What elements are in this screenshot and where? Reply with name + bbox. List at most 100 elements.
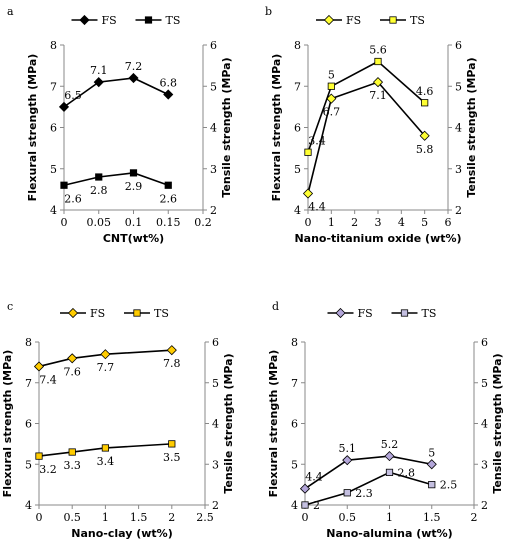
legend-marker-fs [323, 14, 335, 26]
x-axis-label: CNT(wt%) [103, 232, 164, 245]
data-point-ts [95, 173, 103, 181]
series-fs: 4.4 5.1 5.2 5 [299, 438, 437, 494]
y-tick-label: 8 [50, 39, 57, 52]
data-point-ts [301, 501, 309, 509]
y2-tick-label: 5 [455, 80, 462, 93]
x-tick-label: 0.05 [87, 216, 112, 229]
y2-tick-label: 2 [210, 204, 217, 217]
panel-b: b 4 5 6 7 8 2 3 4 5 6 0 1 2 3 4 5 6 Nano-titanium oxide (w… [265, 5, 478, 245]
series-ts: 3.2 3.3 3.4 3.5 [35, 440, 181, 476]
series-ts: 3.4 5 5.6 4.6 [304, 44, 433, 156]
y-axis-label: Flexural strength (MPa) [26, 54, 39, 202]
y2-tick-label: 5 [212, 377, 219, 390]
data-point-fs [67, 353, 78, 364]
x-tick-label: 0.2 [194, 216, 212, 229]
data-label-fs: 7.1 [369, 89, 387, 102]
legend-label-fs: FS [90, 307, 105, 320]
data-point-ts [168, 440, 176, 448]
data-label-ts: 3.4 [97, 455, 115, 468]
data-label-ts: 3.3 [63, 459, 81, 472]
x-tick-label: 1 [386, 511, 393, 524]
x-tick-label: 0.1 [125, 216, 143, 229]
data-label-fs: 6.8 [160, 77, 178, 90]
data-point-ts [421, 99, 429, 107]
data-point-fs [93, 77, 104, 88]
data-label-fs: 7.8 [163, 357, 181, 370]
data-label-fs: 6.5 [64, 89, 82, 102]
data-point-fs [166, 345, 177, 356]
series-line-ts [307, 60, 426, 153]
data-label-fs: 7.7 [97, 361, 115, 374]
data-label-ts: 2.3 [355, 487, 373, 500]
y2-axis-label: Tensile strength (MPa) [222, 353, 235, 493]
x-tick-label: 0.5 [63, 511, 81, 524]
y2-tick-label: 3 [455, 163, 462, 176]
data-point-ts [129, 169, 138, 177]
panel-d: d 4 5 6 7 8 2 3 4 5 6 0 0.5 1 1.5 2 Nano-alumina (wt%) Fl… [267, 300, 504, 540]
data-label-ts: 2.6 [64, 192, 82, 205]
y-tick-label: 4 [294, 204, 301, 217]
series-line-fs [38, 349, 172, 368]
legend-marker-ts [144, 16, 153, 24]
y-axis-label: Flexural strength (MPa) [267, 350, 280, 498]
legend-label-fs: FS [346, 14, 361, 27]
data-point-fs [384, 451, 395, 462]
data-label-ts: 2.5 [440, 479, 458, 492]
x-tick-label: 0.5 [339, 511, 357, 524]
series-fs: 7.4 7.6 7.7 7.8 [33, 345, 181, 386]
data-label-ts: 2.6 [160, 192, 178, 205]
data-point-fs [342, 455, 353, 466]
data-label-ts: 5.6 [369, 44, 387, 57]
y2-tick-label: 4 [455, 122, 462, 135]
legend: FS TS [327, 307, 436, 320]
legend-label-ts: TS [154, 307, 169, 320]
series-ts: 2.6 2.8 2.9 2.6 [60, 169, 178, 205]
y-tick-label: 8 [294, 39, 301, 52]
data-point-ts [68, 448, 76, 456]
series-line-ts [304, 471, 432, 506]
x-tick-label: 6 [445, 216, 452, 229]
y2-tick-label: 2 [455, 204, 462, 217]
data-label-fs: 7.6 [63, 365, 81, 378]
data-point-fs [426, 459, 437, 470]
data-point-ts [101, 444, 109, 452]
x-tick-label: 1 [102, 511, 109, 524]
series-line-fs [307, 81, 426, 194]
legend-marker-fs [335, 307, 346, 319]
y2-tick-label: 5 [210, 80, 217, 93]
x-tick-label: 2 [351, 216, 358, 229]
data-label-fs: 7.2 [125, 60, 143, 73]
data-point-ts [164, 181, 172, 189]
panel-a: a 4 5 6 7 8 2 3 4 5 6 0 0.05 0.1 0.15 0.2 CNT(wt%) Flexur… [7, 5, 233, 245]
legend-marker-fs [79, 14, 90, 26]
data-label-fs: 5 [428, 446, 435, 459]
series-line-ts [38, 443, 172, 457]
y-tick-label: 4 [25, 499, 32, 512]
y-tick-label: 5 [50, 163, 57, 176]
data-point-fs [302, 188, 314, 199]
data-point-fs [299, 483, 311, 494]
y2-tick-label: 2 [212, 499, 219, 512]
legend: FS TS [60, 307, 169, 320]
series-line-ts [63, 172, 169, 187]
y2-tick-label: 4 [481, 418, 488, 431]
panel-letter: b [265, 5, 272, 18]
data-point-ts [385, 468, 394, 477]
series-fs: 6.5 7.1 7.2 6.8 [58, 60, 178, 112]
y-tick-label: 5 [291, 458, 298, 471]
y-axis-label: Flexural strength (MPa) [270, 54, 283, 202]
x-tick-label: 1 [328, 216, 335, 229]
data-label-fs: 5.8 [416, 143, 434, 156]
data-point-ts [327, 82, 335, 90]
y2-tick-label: 6 [210, 39, 217, 52]
data-label-fs: 7.4 [39, 373, 57, 386]
x-tick-label: 3 [375, 216, 382, 229]
data-label-ts: 2.9 [125, 180, 143, 193]
data-point-fs [100, 349, 111, 360]
series-fs: 4.4 6.7 7.1 5.8 [302, 77, 434, 214]
y-tick-label: 7 [294, 80, 301, 93]
data-point-fs [163, 89, 174, 100]
legend-label-fs: FS [358, 307, 373, 320]
y-tick-label: 6 [291, 418, 298, 431]
